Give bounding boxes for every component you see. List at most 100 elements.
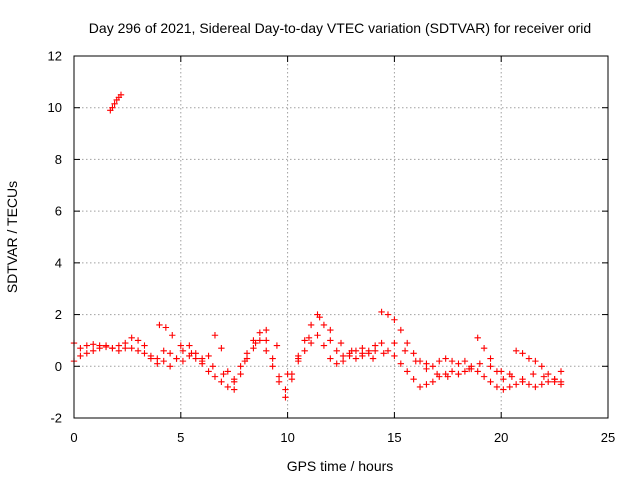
data-point: [506, 383, 513, 391]
data-point: [256, 329, 264, 336]
data-point: [156, 321, 163, 329]
data-point: [384, 311, 392, 318]
data-point: [333, 360, 340, 367]
data-point: [378, 308, 385, 316]
data-point: [160, 357, 167, 365]
data-point: [461, 368, 469, 375]
data-point: [90, 347, 97, 354]
x-tick-label: 0: [70, 430, 77, 445]
data-point: [369, 355, 377, 362]
data-point: [154, 360, 161, 367]
data-point: [273, 342, 281, 349]
data-point: [412, 357, 419, 365]
data-point: [179, 357, 187, 365]
data-point: [77, 344, 84, 352]
data-point: [237, 363, 244, 370]
data-point: [384, 347, 392, 354]
data-point: [301, 337, 308, 344]
y-tick-label: 8: [55, 152, 62, 167]
x-axis-label: GPS time / hours: [287, 458, 394, 474]
data-point: [218, 344, 225, 352]
data-point: [147, 355, 155, 362]
data-point: [269, 363, 276, 370]
data-point: [487, 378, 494, 385]
data-point: [169, 332, 176, 339]
data-point: [288, 376, 296, 383]
data-point: [512, 347, 520, 354]
data-point: [237, 370, 244, 378]
data-point: [410, 376, 417, 383]
data-point: [519, 376, 526, 383]
data-point: [166, 363, 174, 370]
data-point: [401, 347, 409, 354]
data-point: [423, 381, 430, 388]
data-point: [442, 355, 449, 362]
data-point: [404, 339, 411, 347]
data-point: [122, 344, 129, 352]
data-point: [540, 373, 548, 380]
data-point: [117, 91, 125, 98]
data-point: [252, 339, 259, 347]
data-point: [557, 368, 565, 375]
data-point: [487, 363, 494, 370]
data-point: [391, 352, 398, 360]
data-point: [263, 326, 270, 334]
data-point: [380, 350, 387, 357]
data-point: [109, 344, 116, 352]
data-point: [436, 357, 443, 365]
data-point: [263, 347, 270, 354]
series-track-c: [156, 313, 565, 388]
data-point: [455, 370, 462, 378]
y-tick-label: 4: [55, 255, 62, 270]
data-point: [544, 378, 552, 385]
data-point: [493, 383, 501, 391]
data-point: [508, 373, 516, 380]
data-point: [224, 368, 231, 375]
data-point: [218, 378, 225, 385]
data-point: [416, 383, 424, 391]
data-point: [83, 350, 91, 357]
data-point: [269, 355, 276, 362]
data-point: [448, 357, 456, 365]
data-point: [538, 381, 545, 388]
data-point: [301, 347, 308, 354]
data-point: [307, 339, 315, 347]
data-point: [512, 381, 520, 388]
data-point: [444, 373, 451, 380]
data-point: [557, 381, 565, 388]
data-point: [378, 339, 385, 347]
data-point: [480, 373, 488, 380]
data-point: [102, 342, 110, 349]
data-point: [391, 316, 398, 323]
data-point: [295, 355, 302, 362]
data-point: [371, 347, 379, 354]
data-point: [327, 355, 334, 362]
data-point: [551, 378, 558, 385]
data-point: [224, 383, 231, 391]
data-point: [166, 350, 174, 357]
data-point: [128, 344, 135, 352]
data-point: [96, 344, 103, 352]
data-point: [476, 360, 484, 367]
data-point: [448, 368, 456, 375]
data-point: [498, 368, 505, 375]
data-point: [359, 344, 366, 352]
x-tick-label: 20: [494, 430, 508, 445]
data-point: [256, 337, 264, 344]
data-point: [532, 357, 539, 365]
data-point: [397, 360, 405, 367]
data-point: [209, 363, 217, 370]
data-point: [429, 363, 437, 370]
data-point: [220, 370, 227, 378]
chart-title: Day 296 of 2021, Sidereal Day-to-day VTE…: [89, 20, 591, 36]
data-point: [305, 334, 313, 342]
data-point: [177, 342, 184, 349]
data-point: [404, 368, 411, 375]
data-point: [162, 324, 170, 331]
axis-ticks: 0 5 10 15 20 25 -2 0 2 4 6 8 10 12: [48, 49, 616, 446]
data-point: [530, 370, 537, 378]
data-point: [141, 342, 148, 349]
x-tick-label: 10: [280, 430, 294, 445]
data-point: [186, 342, 193, 349]
x-tick-label: 5: [177, 430, 184, 445]
